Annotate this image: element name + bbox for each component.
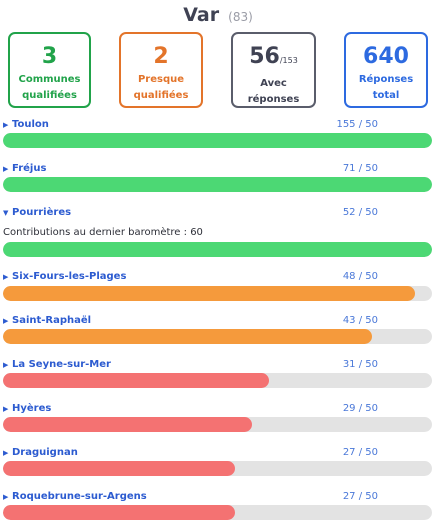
commune-score: 155 / 50 bbox=[336, 119, 378, 130]
commune-row-header[interactable]: ▶ Fréjus 71 / 50 bbox=[3, 162, 378, 176]
progress-fill bbox=[3, 133, 432, 148]
progress-fill bbox=[3, 329, 372, 344]
department-name: Var bbox=[183, 4, 220, 26]
commune-name: Draguignan bbox=[12, 447, 78, 458]
page-title: Var (83) bbox=[0, 4, 436, 26]
commune-score: 29 / 50 bbox=[342, 403, 378, 414]
card-value: 2 bbox=[153, 44, 169, 69]
commune-name: Six-Fours-les-Plages bbox=[12, 271, 127, 282]
commune-row-header[interactable]: ▶ Six-Fours-les-Plages 48 / 50 bbox=[3, 270, 378, 284]
commune-name: Roquebrune-sur-Argens bbox=[12, 491, 147, 502]
commune-score: 31 / 50 bbox=[342, 359, 378, 370]
card-value: 3 bbox=[41, 44, 58, 69]
progress-fill bbox=[3, 286, 415, 301]
commune-row-header[interactable]: ▼ Pourrières 52 / 50 bbox=[3, 206, 378, 220]
commune-row-header[interactable]: ▶ Toulon 155 / 50 bbox=[3, 118, 378, 132]
progress-bar bbox=[3, 417, 432, 432]
progress-bar bbox=[3, 133, 432, 148]
card-communes-qualifiees: 3 Communes qualifiées bbox=[8, 32, 91, 108]
commune-name: Saint-Raphaël bbox=[12, 315, 92, 326]
commune-score: 71 / 50 bbox=[342, 163, 378, 174]
commune-score: 27 / 50 bbox=[342, 491, 378, 502]
card-value: 640 bbox=[363, 44, 409, 69]
commune-row-header[interactable]: ▶ Roquebrune-sur-Argens 27 / 50 bbox=[3, 490, 378, 504]
progress-bar bbox=[3, 373, 432, 388]
commune-name: La Seyne-sur-Mer bbox=[12, 359, 111, 370]
commune-score: 43 / 50 bbox=[342, 315, 378, 326]
card-value-total: /153 bbox=[279, 56, 298, 65]
commune-row-header[interactable]: ▶ Draguignan 27 / 50 bbox=[3, 446, 378, 460]
progress-fill bbox=[3, 373, 269, 388]
commune-name: Pourrières bbox=[12, 207, 72, 218]
caret-right-icon: ▶ bbox=[3, 493, 9, 501]
card-label-line2: réponses bbox=[247, 94, 300, 105]
progress-fill bbox=[3, 177, 432, 192]
card-label-line1: Réponses bbox=[358, 74, 414, 85]
department-code: (83) bbox=[228, 10, 253, 24]
caret-right-icon: ▶ bbox=[3, 165, 9, 173]
progress-bar bbox=[3, 461, 432, 476]
card-avec-reponses: 56/153 Avec réponses bbox=[231, 32, 316, 108]
card-label-line2: qualifiées bbox=[133, 90, 189, 101]
caret-right-icon: ▶ bbox=[3, 273, 9, 281]
progress-fill bbox=[3, 461, 235, 476]
progress-bar bbox=[3, 286, 432, 301]
card-label-line1: Avec bbox=[260, 78, 287, 89]
commune-score: 52 / 50 bbox=[342, 207, 378, 218]
card-value: 56/153 bbox=[233, 44, 314, 74]
commune-name: Hyères bbox=[12, 403, 52, 414]
card-label-line2: qualifiées bbox=[22, 90, 77, 101]
caret-right-icon: ▶ bbox=[3, 361, 9, 369]
caret-right-icon: ▶ bbox=[3, 121, 9, 129]
commune-name: Toulon bbox=[12, 119, 49, 130]
progress-fill bbox=[3, 417, 252, 432]
progress-bar bbox=[3, 177, 432, 192]
progress-bar bbox=[3, 242, 432, 257]
commune-row-header[interactable]: ▶ La Seyne-sur-Mer 31 / 50 bbox=[3, 358, 378, 372]
card-label-line2: total bbox=[372, 90, 400, 101]
card-label-line1: Communes bbox=[18, 74, 81, 85]
caret-right-icon: ▶ bbox=[3, 449, 9, 457]
commune-score: 27 / 50 bbox=[342, 447, 378, 458]
commune-name: Fréjus bbox=[12, 163, 47, 174]
commune-score: 48 / 50 bbox=[342, 271, 378, 282]
caret-right-icon: ▶ bbox=[3, 317, 9, 325]
caret-down-icon: ▼ bbox=[3, 209, 9, 217]
progress-fill bbox=[3, 505, 235, 520]
commune-row-header[interactable]: ▶ Saint-Raphaël 43 / 50 bbox=[3, 314, 378, 328]
caret-right-icon: ▶ bbox=[3, 405, 9, 413]
commune-row-header[interactable]: ▶ Hyères 29 / 50 bbox=[3, 402, 378, 416]
progress-bar bbox=[3, 329, 432, 344]
progress-fill bbox=[3, 242, 432, 257]
card-reponses-total: 640 Réponses total bbox=[344, 32, 428, 108]
commune-detail: Contributions au dernier baromètre : 60 bbox=[3, 227, 203, 238]
card-value-number: 56 bbox=[249, 44, 280, 69]
progress-bar bbox=[3, 505, 432, 520]
card-label-line1: Presque bbox=[137, 74, 185, 85]
card-presque-qualifiees: 2 Presque qualifiées bbox=[119, 32, 203, 108]
